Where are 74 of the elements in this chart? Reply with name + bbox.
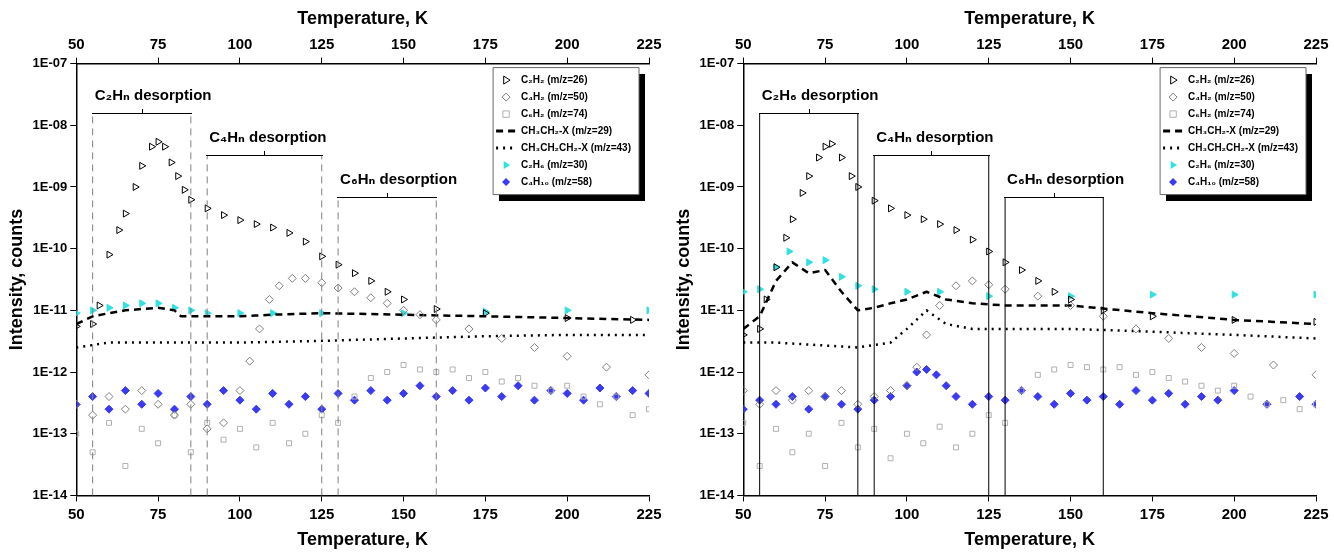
x2-tick-label: 50 — [67, 504, 85, 522]
legend-label: C₄H₁₀ (m/z=58) — [521, 175, 593, 187]
annotation: C₂Hₙ desorption — [94, 86, 212, 104]
y-tick-label: 1E-08 — [699, 116, 735, 132]
legend-label: C₄H₁₀ (m/z=58) — [1188, 175, 1260, 187]
y-tick-label: 1E-09 — [699, 178, 735, 194]
y-tick-label: 1E-13 — [32, 425, 68, 441]
x-tick-label: 125 — [976, 34, 1002, 52]
legend-label: C₆H₂ (m/z=74) — [1188, 107, 1255, 119]
x-tick-label: 200 — [554, 34, 580, 52]
y-tick-label: 1E-08 — [32, 116, 68, 132]
x2-axis-title: Temperature, K — [297, 7, 428, 28]
legend-label: C₄H₂ (m/z=50) — [1188, 90, 1255, 102]
x2-axis-title: Temperature, K — [964, 7, 1095, 28]
x2-tick-label: 100 — [894, 504, 920, 522]
x2-tick-label: 200 — [1221, 504, 1247, 522]
x-tick-label: 100 — [227, 34, 253, 52]
y-tick-label: 1E-11 — [700, 301, 735, 317]
x-tick-label: 75 — [149, 34, 167, 52]
y-tick-label: 1E-10 — [32, 240, 68, 256]
y-tick-label: 1E-10 — [699, 240, 735, 256]
x-axis-title: Temperature, K — [297, 529, 428, 550]
annotation: C₄Hₙ desorption — [876, 128, 994, 146]
y-tick-label: 1E-11 — [33, 301, 68, 317]
x-tick-label: 150 — [1058, 34, 1084, 52]
x2-tick-label: 75 — [149, 504, 167, 522]
y-tick-label: 1E-07 — [32, 55, 68, 71]
y-tick-label: 1E-13 — [699, 425, 735, 441]
legend-label: CH₃CH₂-X (m/z=29) — [1188, 124, 1280, 136]
x-tick-label: 100 — [894, 34, 920, 52]
y-tick-label: 1E-14 — [699, 486, 736, 502]
y-axis-title: Intensity, counts — [5, 208, 26, 351]
annotation: C₆Hₙ desorption — [1007, 170, 1125, 188]
x-tick-label: 175 — [472, 34, 498, 52]
y-tick-label: 1E-12 — [32, 363, 68, 379]
x-tick-label: 200 — [1221, 34, 1247, 52]
x2-tick-label: 175 — [472, 504, 498, 522]
y-axis-title: Intensity, counts — [672, 208, 693, 351]
x-tick-label: 175 — [1139, 34, 1165, 52]
legend-label: C₄H₂ (m/z=50) — [521, 90, 588, 102]
x2-tick-label: 50 — [734, 504, 752, 522]
x-tick-label: 150 — [391, 34, 417, 52]
legend-label: C₂H₆ (m/z=30) — [1188, 158, 1255, 170]
annotation: C₂H₆ desorption — [761, 86, 879, 104]
x-axis-title: Temperature, K — [964, 529, 1095, 550]
x2-tick-label: 150 — [1058, 504, 1084, 522]
x2-tick-label: 125 — [976, 504, 1002, 522]
x-tick-label: 125 — [309, 34, 335, 52]
x-tick-label: 225 — [1303, 34, 1329, 52]
legend-label: C₂H₂ (m/z=26) — [1188, 73, 1255, 85]
y-tick-label: 1E-14 — [32, 486, 69, 502]
x-tick-label: 50 — [67, 34, 85, 52]
x2-tick-label: 75 — [816, 504, 834, 522]
x2-tick-label: 225 — [1303, 504, 1329, 522]
x2-tick-label: 100 — [227, 504, 253, 522]
x2-tick-label: 150 — [391, 504, 417, 522]
y-tick-label: 1E-07 — [699, 55, 735, 71]
legend-label: CH₃CH₂CH₂-X (m/z=43) — [521, 141, 632, 153]
annotation: C₄Hₙ desorption — [209, 128, 327, 146]
x2-tick-label: 225 — [636, 504, 662, 522]
legend-label: CH₃CH₂CH₂-X (m/z=43) — [1188, 141, 1299, 153]
x-tick-label: 75 — [816, 34, 834, 52]
y-tick-label: 1E-09 — [32, 178, 68, 194]
x2-tick-label: 200 — [554, 504, 580, 522]
x-tick-label: 50 — [734, 34, 752, 52]
y-tick-label: 1E-12 — [699, 363, 735, 379]
x-tick-label: 225 — [636, 34, 662, 52]
legend-label: C₆H₂ (m/z=74) — [521, 107, 588, 119]
x2-tick-label: 125 — [309, 504, 335, 522]
legend-label: C₂H₂ (m/z=26) — [521, 73, 588, 85]
legend-label: CH₃CH₂-X (m/z=29) — [521, 124, 613, 136]
legend-label: C₂H₆ (m/z=30) — [521, 158, 588, 170]
annotation: C₆Hₙ desorption — [340, 170, 458, 188]
x2-tick-label: 175 — [1139, 504, 1165, 522]
